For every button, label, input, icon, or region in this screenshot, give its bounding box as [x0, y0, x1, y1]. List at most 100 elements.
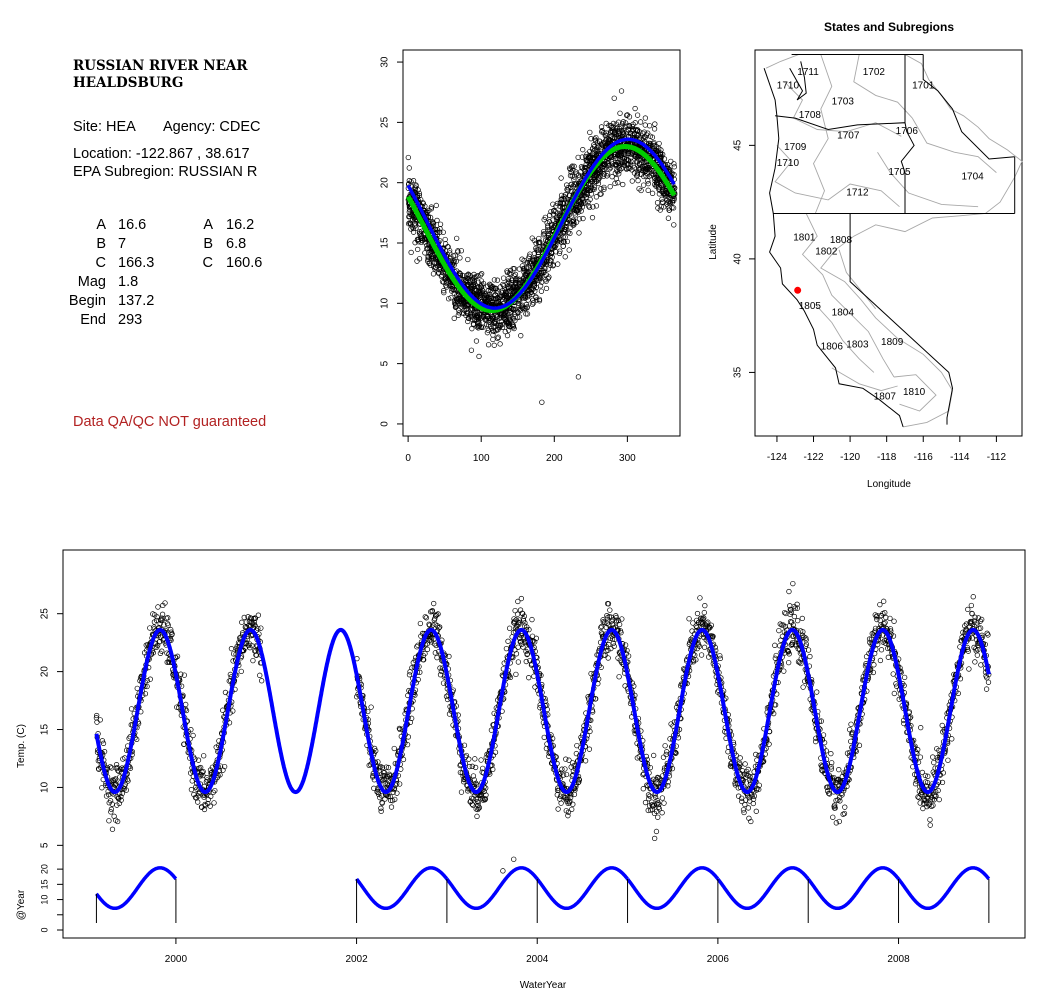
seasonal-point — [473, 338, 480, 344]
param-key: B — [203, 236, 213, 252]
param-value: 16.6 — [118, 217, 147, 233]
seasonal-point — [671, 222, 677, 228]
seasonal-point — [452, 252, 458, 258]
seasonal-point — [430, 271, 437, 277]
seasonal-point — [443, 282, 449, 289]
seasonal-point — [629, 178, 635, 184]
seasonal-point — [659, 199, 666, 205]
seasonal-y-tick-label: 20 — [380, 177, 391, 189]
seasonal-point — [405, 154, 411, 161]
param-value: 1.8 — [118, 274, 139, 290]
param-value: 137.2 — [118, 293, 155, 309]
seasonal-point — [642, 115, 649, 121]
seasonal-point — [442, 236, 448, 243]
seasonal-point — [637, 119, 644, 125]
seasonal-point — [612, 180, 618, 187]
seasonal-point — [562, 191, 569, 198]
seasonal-point — [518, 333, 524, 339]
param-value: 6.8 — [226, 236, 247, 252]
seasonal-point — [561, 226, 567, 232]
site-label: Site: HEA — [73, 119, 136, 135]
param-key: End — [80, 312, 106, 328]
subregion-label: EPA Subregion: RUSSIAN R — [73, 164, 258, 180]
seasonal-point — [575, 154, 581, 161]
seasonal-point — [649, 190, 656, 196]
seasonal-point — [580, 147, 586, 153]
seasonal-point — [661, 204, 667, 210]
seasonal-point — [415, 246, 421, 253]
seasonal-point — [586, 204, 593, 210]
seasonal-point — [609, 174, 615, 180]
seasonal-point — [566, 247, 572, 253]
seasonal-point — [531, 250, 538, 257]
param-value: 16.2 — [226, 217, 255, 233]
seasonal-point — [652, 121, 658, 127]
seasonal-point — [533, 240, 539, 246]
seasonal-point — [543, 285, 550, 292]
seasonal-outlier-point — [611, 95, 617, 101]
seasonal-point — [502, 328, 508, 335]
seasonal-points — [405, 88, 678, 405]
seasonal-point — [538, 288, 545, 294]
seasonal-point — [578, 164, 585, 170]
location-label: Location: -122.867 , 38.617 — [73, 146, 250, 162]
param-key: A — [96, 217, 106, 233]
seasonal-point — [434, 217, 440, 224]
seasonal-point — [598, 124, 605, 130]
seasonal-point — [440, 229, 446, 235]
seasonal-point — [495, 334, 501, 340]
seasonal-point — [604, 173, 610, 179]
seasonal-point — [654, 200, 661, 206]
param-key: A — [203, 217, 213, 233]
seasonal-point — [465, 256, 471, 263]
seasonal-point — [604, 171, 611, 177]
seasonal-point — [615, 130, 621, 136]
seasonal-point — [642, 122, 648, 128]
seasonal-point — [455, 248, 461, 254]
seasonal-point — [433, 202, 439, 209]
seasonal-point — [500, 275, 507, 281]
seasonal-point — [656, 140, 662, 147]
seasonal-point — [538, 273, 544, 279]
seasonal-point — [408, 249, 414, 256]
seasonal-y-tick-label: 25 — [380, 116, 391, 128]
seasonal-outlier-point — [618, 88, 625, 94]
param-key: Mag — [77, 274, 106, 290]
seasonal-point — [645, 178, 651, 184]
seasonal-point — [506, 279, 512, 285]
seasonal-point — [579, 154, 585, 160]
seasonal-point — [588, 136, 594, 142]
seasonal-point — [454, 235, 460, 242]
seasonal-x-tick-label: 0 — [405, 453, 411, 464]
seasonal-point — [530, 300, 537, 306]
seasonal-point — [646, 123, 653, 129]
seasonal-point — [524, 304, 530, 310]
seasonal-x-tick-label: 300 — [619, 453, 636, 464]
seasonal-point — [497, 341, 503, 347]
seasonal-point — [636, 186, 642, 192]
seasonal-point — [491, 342, 497, 348]
site-title-line2: HEALDSBURG — [73, 75, 184, 91]
seasonal-point — [645, 187, 651, 193]
seasonal-point — [565, 187, 571, 193]
seasonal-point — [485, 327, 491, 333]
seasonal-point — [504, 332, 511, 339]
seasonal-point — [485, 342, 492, 348]
seasonal-point — [634, 112, 641, 118]
seasonal-point — [558, 175, 564, 181]
seasonal-point — [541, 230, 547, 237]
seasonal-point — [593, 203, 600, 209]
seasonal-x-tick-label: 100 — [473, 453, 490, 464]
seasonal-point — [635, 177, 641, 184]
seasonal-point — [605, 158, 612, 164]
seasonal-point — [437, 221, 444, 227]
seasonal-point — [506, 270, 513, 276]
seasonal-point — [505, 278, 511, 284]
seasonal-point — [632, 105, 638, 112]
seasonal-point — [564, 238, 570, 245]
seasonal-point — [555, 261, 561, 267]
seasonal-point — [607, 183, 613, 190]
seasonal-point — [531, 283, 537, 290]
seasonal-point — [491, 277, 498, 283]
seasonal-y-tick-label: 30 — [380, 56, 391, 68]
